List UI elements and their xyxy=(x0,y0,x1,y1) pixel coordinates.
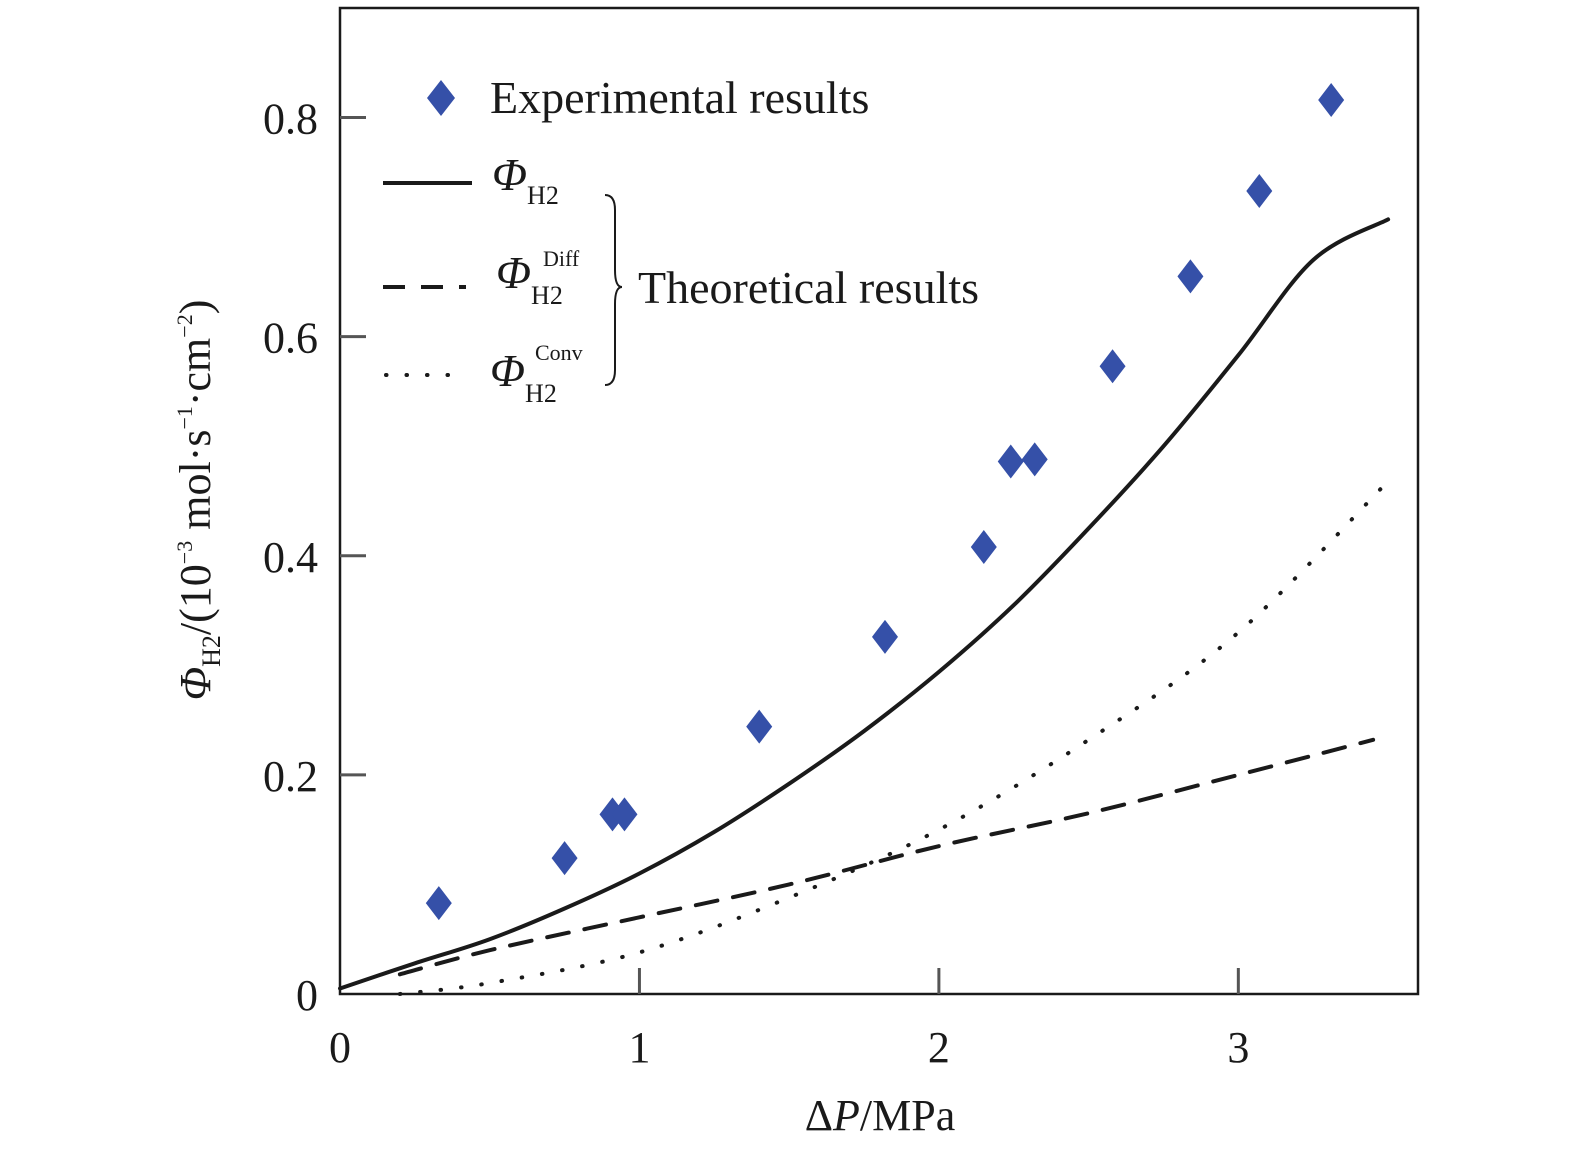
series-line-solid xyxy=(338,217,1391,991)
y-tick-label: 0.6 xyxy=(263,314,318,363)
legend-brace xyxy=(604,194,623,386)
data-point xyxy=(425,886,452,921)
legend-diamond-marker xyxy=(427,80,455,116)
legend: Experimental results ΦH2 ΦH2Diff ΦH2Conv… xyxy=(383,72,979,408)
y-tick-label: 0 xyxy=(296,971,318,1020)
data-point xyxy=(1246,173,1273,208)
plot-area-frame xyxy=(338,6,1420,996)
y-tick-label: 0.4 xyxy=(263,533,318,582)
data-point xyxy=(551,841,578,876)
series-line-dashed xyxy=(397,737,1376,977)
data-point xyxy=(611,797,638,832)
data-point xyxy=(1177,259,1204,294)
x-tick-label: 1 xyxy=(628,1023,650,1072)
y-tick-label: 0.8 xyxy=(263,95,318,144)
axis-tick-labels: 0 1 2 3 0 0.2 0.4 0.6 0.8 xyxy=(263,95,1249,1072)
data-point xyxy=(970,530,997,565)
x-tick-label: 2 xyxy=(928,1023,950,1072)
x-tick-label: 0 xyxy=(329,1023,351,1072)
data-point xyxy=(997,444,1024,479)
data-point xyxy=(746,709,773,744)
axis-ticks xyxy=(340,116,1240,994)
legend-label-experimental: Experimental results xyxy=(490,72,869,123)
x-axis-title: ΔP/MPa xyxy=(805,1091,956,1140)
y-tick-label: 0.2 xyxy=(263,752,318,801)
theory-curves xyxy=(338,217,1391,996)
legend-label-theoretical-group: Theoretical results xyxy=(638,262,979,313)
data-point xyxy=(871,619,898,654)
x-tick-label: 3 xyxy=(1227,1023,1249,1072)
y-axis-title: ΦH2/(10−3 mol·s−1·cm−2) xyxy=(171,300,226,701)
data-point xyxy=(1021,442,1048,477)
data-point xyxy=(1318,83,1345,118)
legend-label-conv: ΦH2Conv xyxy=(490,340,583,408)
data-point xyxy=(1099,349,1126,384)
legend-label-diff: ΦH2Diff xyxy=(496,246,580,310)
legend-label-total: ΦH2 xyxy=(492,149,559,210)
experimental-markers xyxy=(425,83,1345,921)
